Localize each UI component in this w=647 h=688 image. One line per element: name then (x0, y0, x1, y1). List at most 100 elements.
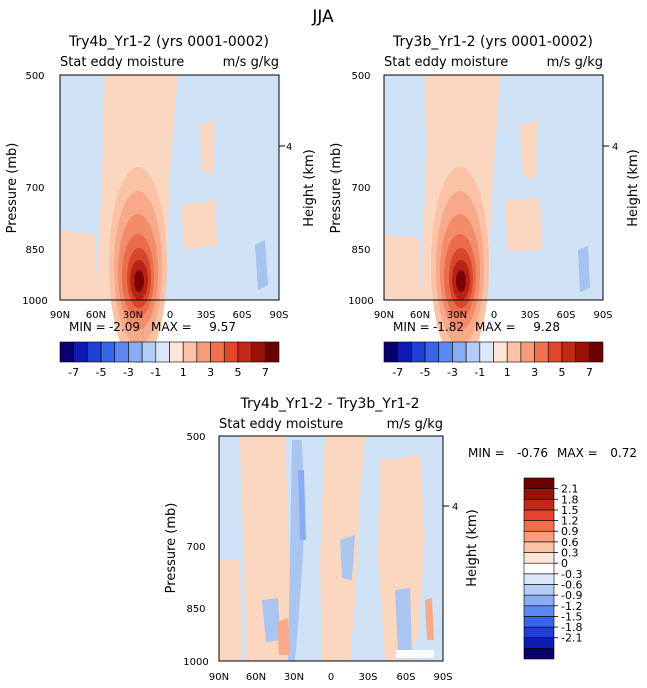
colorbar-3-label: 0.9 (561, 525, 579, 538)
panel-1-right-tick-label: 4 (286, 142, 292, 153)
panel-2-right-tick-label: 4 (612, 142, 618, 153)
colorbar-3-label: 0 (561, 557, 568, 570)
panel-2-title: Try3b_Yr1-2 (yrs 0001-0002) (392, 34, 593, 50)
colorbar-2-swatch (397, 341, 412, 363)
colorbar-2-swatch (561, 341, 576, 363)
figure-title: JJA (311, 7, 334, 27)
colorbar-1-label: -3 (123, 366, 134, 379)
colorbar-1-swatch (73, 341, 88, 363)
panel-3-title: Try4b_Yr1-2 - Try3b_Yr1-2 (240, 396, 420, 412)
panel-3-negative-patch-2 (262, 598, 280, 642)
colorbar-3-label: -1.8 (561, 621, 582, 634)
colorbar-3-swatch (523, 498, 555, 511)
panel-3-ytick-850: 850 (186, 604, 205, 615)
panel-2-xtick: 90S (593, 310, 612, 321)
colorbar-3-swatch (523, 530, 555, 543)
colorbar-2-swatch (383, 341, 398, 363)
panel-3-xtick: 90S (433, 672, 452, 683)
colorbar-3-swatch (523, 488, 555, 500)
panel-2-ytick-700: 700 (351, 183, 370, 194)
colorbar-2-label: 7 (586, 366, 593, 379)
panel-2-ytick-850: 850 (351, 245, 370, 256)
panel-2-negative-patch (578, 246, 590, 292)
panel-3-max-value: 0.72 (610, 446, 637, 460)
panel-2-xtick: 90N (374, 310, 394, 321)
colorbar-2-swatch (438, 341, 453, 363)
colorbar-1-swatch (128, 341, 143, 363)
panel-1-subtitle-left: Stat eddy moisture (60, 55, 184, 70)
colorbar-1-swatch (59, 341, 74, 363)
panel-1-ylabel-right: Height (km) (302, 149, 317, 226)
panel-2-ytick-500: 500 (351, 71, 370, 82)
colorbar-2-label: 1 (504, 366, 511, 379)
colorbar-3-label: -1.2 (561, 600, 582, 613)
panel-3-neutral-patch (396, 650, 434, 658)
colorbar-2-label: -7 (392, 366, 403, 379)
colorbar-1-label: 3 (207, 366, 214, 379)
panel-1-negative-patch (255, 240, 268, 290)
panel-1-ytick-850: 850 (25, 245, 44, 256)
panel-2-xtick: 0 (491, 310, 497, 321)
panel-1-positive-patch (200, 120, 215, 175)
colorbar-3-label: -1.5 (561, 610, 582, 623)
colorbar-2-swatch (547, 341, 563, 363)
panel-2: Try3b_Yr1-2 (yrs 0001-0002) Stat eddy mo… (329, 34, 641, 363)
colorbar-3: 2.11.81.51.20.90.60.30-0.3-0.6-0.9-1.2-1… (523, 477, 582, 660)
colorbar-2-swatch (506, 341, 522, 363)
colorbar-1-swatch (114, 341, 129, 363)
panel-3-right-tick-label: 4 (452, 502, 458, 513)
colorbar-2-label: 3 (531, 366, 538, 379)
colorbar-1-swatch (87, 341, 102, 363)
panel-3-ytick-700: 700 (186, 542, 205, 553)
panel-1-field (60, 75, 268, 363)
panel-3-negative-streak-2 (298, 470, 306, 540)
panel-2-min-value: -1.82 (433, 320, 464, 334)
panel-2-max-value: 9.28 (533, 320, 560, 334)
panel-2-xtick: 60N (410, 310, 430, 321)
panel-2-xtick: 30N (447, 310, 467, 321)
panel-2-positive-patch (520, 120, 538, 180)
colorbar-2-swatch (493, 341, 508, 363)
colorbar-3-swatch (523, 605, 555, 617)
panel-3-xtick: 0 (328, 672, 334, 683)
colorbar-1-label: 7 (262, 366, 269, 379)
colorbar-2-label: -1 (474, 366, 485, 379)
panel-1-positive-band-2 (60, 230, 95, 300)
colorbar-2-swatch (452, 341, 467, 363)
panel-1: Try4b_Yr1-2 (yrs 0001-0002) Stat eddy mo… (5, 34, 317, 363)
panel-3-ytick-1000: 1000 (183, 657, 208, 668)
colorbar-1-swatch (155, 341, 170, 363)
panel-3-xtick: 60N (246, 672, 266, 683)
colorbar-3-swatch (523, 509, 555, 521)
panel-1-xtick: 0 (167, 310, 173, 321)
colorbar-3-swatch (523, 637, 555, 649)
colorbar-2-label: -3 (447, 366, 458, 379)
colorbar-1-swatch (182, 341, 198, 363)
colorbar-3-swatch (523, 594, 555, 607)
panel-3-negative-patch-3 (395, 588, 412, 655)
panel-2-core-c7 (456, 270, 466, 292)
panel-2-positive-patch-2 (505, 198, 542, 252)
colorbar-1-swatch (251, 341, 266, 363)
colorbar-3-label: 1.2 (561, 515, 579, 528)
panel-3-positive-band-3 (378, 455, 425, 661)
panel-1-core-c7 (134, 270, 144, 292)
panel-1-ylabel: Pressure (mb) (5, 143, 20, 234)
panel-3-subtitle-right: m/s g/kg (387, 417, 443, 432)
colorbar-3-label: 2.1 (561, 483, 579, 496)
panel-2-field (384, 75, 590, 363)
colorbar-3-swatch (523, 573, 555, 585)
panel-3-positive-band (240, 436, 295, 661)
panel-3-subtitle-left: Stat eddy moisture (219, 417, 343, 432)
panel-1-min-label: MIN = (69, 320, 106, 334)
panel-3-ylabel-right: Height (km) (465, 509, 480, 586)
panel-1-ytick-700: 700 (25, 183, 44, 194)
colorbar-2-swatch (575, 341, 590, 363)
panel-2-ylabel: Pressure (mb) (329, 143, 344, 234)
panel-1-xtick: 60N (86, 310, 106, 321)
panel-2-xtick: 60S (556, 310, 575, 321)
colorbar-2-swatch (534, 341, 549, 363)
panel-1-positive-patch-2 (180, 200, 218, 250)
panel-1-xtick: 30N (123, 310, 143, 321)
